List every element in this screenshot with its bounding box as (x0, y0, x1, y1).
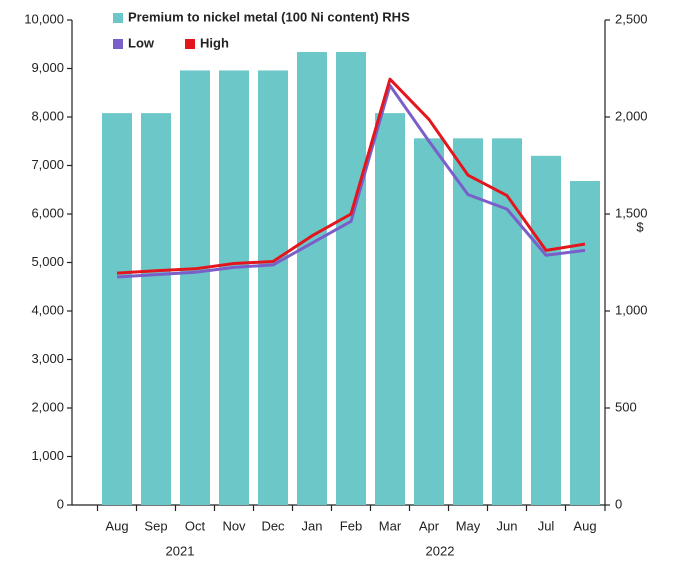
y2-tick-label: 1,500 (615, 205, 648, 220)
y-tick-label: 10,000 (24, 11, 64, 26)
line (116, 83, 586, 279)
bar (180, 70, 210, 505)
x-tick-label: Nov (222, 518, 246, 533)
y-tick-label: 5,000 (31, 254, 64, 269)
x-tick-label: Jan (302, 518, 323, 533)
year-label: 2021 (166, 543, 195, 558)
x-tick-label: Feb (340, 518, 362, 533)
y-tick-label: 9,000 (31, 60, 64, 75)
x-tick-label: Oct (185, 518, 206, 533)
x-tick-label: Jul (538, 518, 555, 533)
x-tick-label: Mar (379, 518, 402, 533)
y2-tick-label: 0 (615, 496, 622, 511)
y-tick-label: 3,000 (31, 351, 64, 366)
legend-label: Premium to nickel metal (100 Ni content)… (128, 9, 410, 24)
bar (258, 70, 288, 505)
y2-tick-label: 2,500 (615, 11, 648, 26)
legend-label: Low (128, 35, 155, 50)
x-tick-label: Aug (105, 518, 128, 533)
x-tick-label: May (456, 518, 481, 533)
legend-swatch (185, 39, 195, 49)
y-tick-label: 7,000 (31, 157, 64, 172)
y2-tick-label: 1,000 (615, 302, 648, 317)
bar (336, 52, 366, 505)
bar (531, 155, 561, 506)
legend-label: High (200, 35, 229, 50)
bar (570, 181, 600, 505)
y2-tick-label: 2,000 (615, 108, 648, 123)
y-tick-label: 0 (57, 496, 64, 511)
x-tick-label: Aug (573, 518, 596, 533)
legend-swatch (113, 39, 123, 49)
y2-tick-label: 500 (615, 399, 637, 414)
y2-axis-label: $ (636, 219, 644, 234)
bar (492, 138, 522, 505)
x-tick-label: Jun (497, 518, 518, 533)
x-tick-label: Sep (144, 518, 167, 533)
year-label: 2022 (426, 543, 455, 558)
bar (102, 113, 132, 506)
y-tick-label: 4,000 (31, 302, 64, 317)
legend-swatch (113, 13, 123, 23)
line (116, 77, 586, 275)
y-tick-label: 8,000 (31, 108, 64, 123)
y-tick-label: 6,000 (31, 205, 64, 220)
bar (219, 70, 249, 505)
y-tick-label: 2,000 (31, 399, 64, 414)
bar (414, 138, 444, 505)
bar (375, 113, 405, 506)
x-tick-label: Apr (419, 518, 440, 533)
bar (297, 52, 327, 505)
bar (141, 113, 171, 506)
y-tick-label: 1,000 (31, 448, 64, 463)
x-tick-label: Dec (261, 518, 285, 533)
